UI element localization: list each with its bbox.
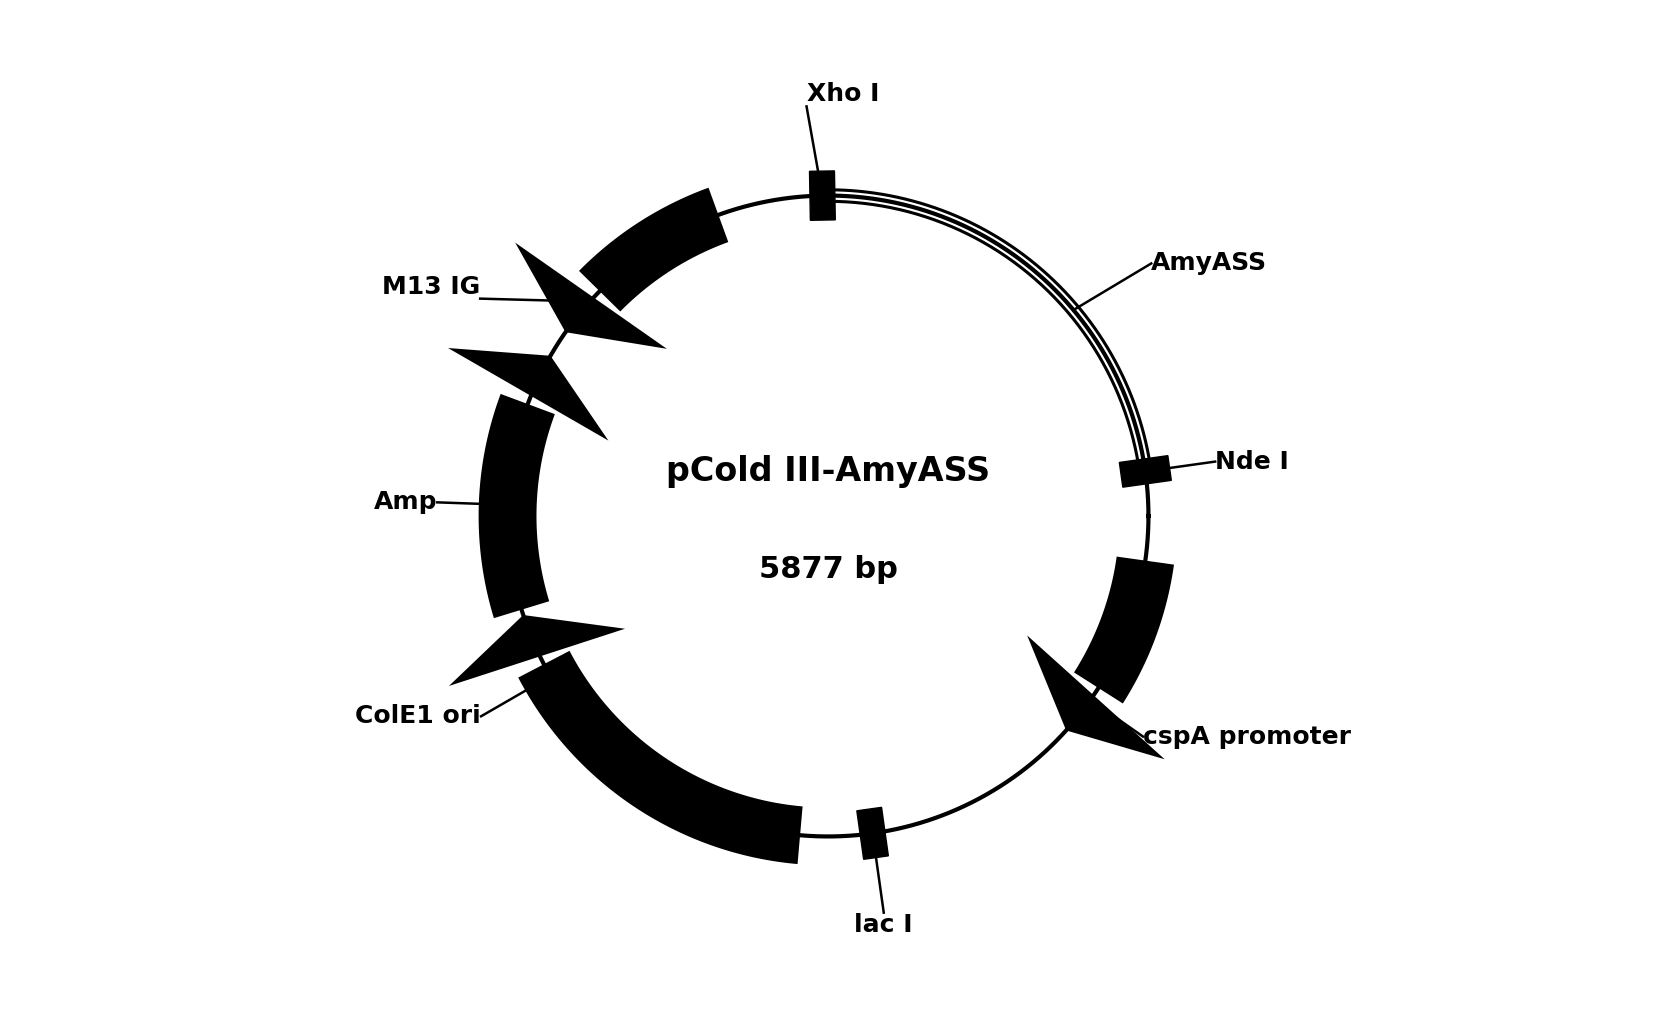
Polygon shape (1119, 456, 1170, 487)
Polygon shape (515, 243, 667, 349)
Text: Amp: Amp (374, 490, 437, 514)
Text: Nde I: Nde I (1215, 450, 1288, 474)
Text: 5877 bp: 5877 bp (758, 555, 897, 584)
Polygon shape (1074, 556, 1173, 704)
Text: M13 IG: M13 IG (382, 275, 480, 298)
Polygon shape (478, 394, 554, 618)
Text: lac I: lac I (854, 912, 912, 937)
Polygon shape (1026, 636, 1163, 760)
Polygon shape (579, 188, 728, 312)
Polygon shape (856, 807, 887, 860)
Text: pCold III-AmyASS: pCold III-AmyASS (665, 455, 990, 488)
Polygon shape (518, 651, 803, 864)
Text: ColE1 ori: ColE1 ori (356, 704, 482, 729)
Text: cspA promoter: cspA promoter (1142, 724, 1350, 748)
Text: AmyASS: AmyASS (1150, 252, 1266, 276)
Polygon shape (809, 171, 834, 220)
Polygon shape (449, 348, 607, 441)
Polygon shape (449, 615, 624, 686)
Text: Xho I: Xho I (806, 83, 879, 106)
